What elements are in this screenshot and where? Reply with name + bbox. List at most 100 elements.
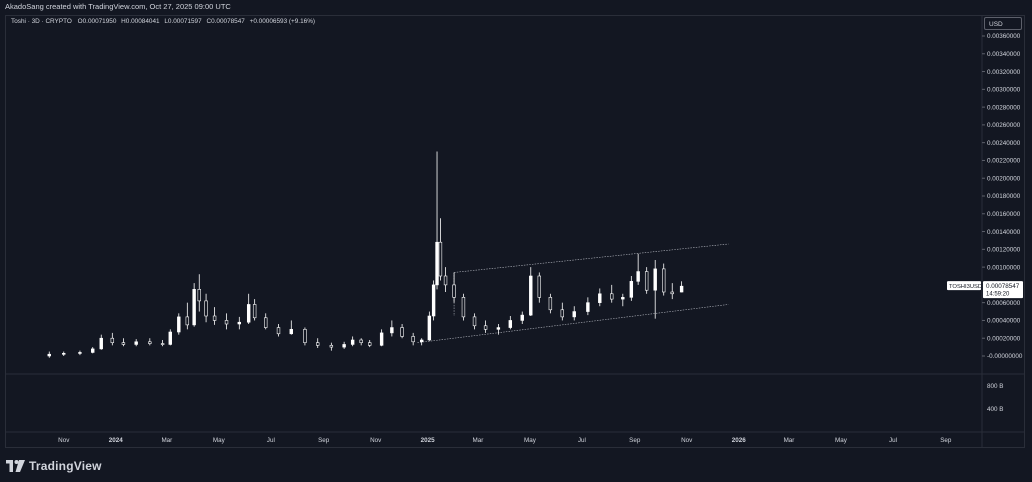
channel-lower-line [417,304,729,343]
price-tag [983,281,1023,299]
candle-body [679,285,684,293]
legend-low: 0.00071597 [167,18,202,25]
time-tick-label: 2025 [421,437,436,444]
candle-body [560,309,565,318]
price-tick-label: 0.00160000 [987,211,1021,218]
candle-body [461,297,466,318]
candle-body [359,339,363,343]
candle-body [192,289,196,326]
currency-button[interactable]: USD [984,17,1022,30]
legend-close: 0.00078547 [211,18,245,25]
candle-body [160,343,165,345]
price-tick-label: 0.00100000 [987,264,1021,271]
legend-high-label: H [121,18,126,25]
price-tick-label: 0.00220000 [987,158,1021,165]
price-tick-label: 0.00120000 [987,247,1021,254]
price-tick-label: 0.00060000 [987,300,1021,307]
candle-body [168,331,172,345]
candle-body [644,271,649,291]
candle-body [508,320,513,328]
chart-frame[interactable] [5,15,1025,448]
time-tick-label: Nov [370,437,382,444]
candle-body [443,275,448,286]
candle-body [350,339,355,345]
candle-body [121,342,126,345]
time-tick-label: Jul [267,437,275,444]
symbol-tag [947,281,981,291]
candle-body [537,275,541,298]
candle-body [148,341,152,344]
legend-high: 0.00084041 [125,18,160,25]
candle-body [400,327,404,337]
candle-body [435,241,439,286]
candle-body [204,300,208,317]
candle-body [367,342,372,346]
candle-body [91,348,95,353]
candle-body [252,304,257,319]
price-tick-label: 0.00280000 [987,104,1021,111]
candle-body [329,345,334,348]
candle-body [411,336,415,343]
candle-body [110,337,115,343]
candle-body [212,315,217,321]
candle-body [134,341,138,345]
candle-body [427,315,432,341]
volume-tick-label: 400 B [987,406,1003,413]
candle-body [47,353,51,357]
time-tick-label: May [835,437,848,444]
time-tick-label: Jul [889,437,897,444]
time-tick-label: Nov [681,437,693,444]
price-tick-label: 0.00020000 [987,335,1021,342]
footer-brand[interactable]: TradingView [6,457,102,475]
candle-body [419,339,424,343]
candle-body [586,302,590,312]
candle-body [379,332,384,346]
candle-body [621,297,625,300]
candle-body [246,304,251,323]
symbol-tag-label: TOSHI3USD [949,284,982,290]
channel-upper-line [454,243,729,273]
price-tick-label: 0.00240000 [987,140,1021,147]
time-tick-label: Jul [578,437,586,444]
candle-body [662,268,666,293]
candle-body [496,327,501,330]
brand-name: TradingView [29,459,102,473]
time-tick-label: Mar [473,437,484,444]
candle-body [629,281,634,298]
candle-body [99,337,103,350]
candle-body [610,293,614,300]
time-tick-label: Nov [58,437,70,444]
candle-body [483,325,488,330]
time-tick-label: Mar [161,437,172,444]
candle-body [636,271,640,282]
candle-body [62,353,66,355]
price-tick-label: 0.00300000 [987,87,1021,94]
ohlc-legend: Toshi · 3D · CRYPTO O0.00071950 H0.00084… [11,18,315,25]
legend-open: 0.00071950 [82,18,117,25]
candle-body [303,329,307,343]
tradingview-logo-icon [6,460,25,472]
candle-body [438,241,443,277]
price-tag-countdown: 14:59:20 [986,292,1010,298]
price-tick-label: 0.00360000 [987,33,1021,40]
candle-body [529,275,533,316]
candle-body [472,316,477,327]
price-tick-label: 0.00140000 [987,229,1021,236]
candle-body [452,284,456,298]
candle-body [670,291,674,295]
time-tick-label: Sep [940,437,952,444]
legend-open-label: O [77,18,83,25]
time-tick-label: 2026 [732,437,747,444]
candle-body [520,314,524,321]
time-tick-label: 2024 [109,437,124,444]
legend-close-label: C [206,18,212,25]
candle-body [197,289,201,302]
price-tag-value: 0.00078547 [986,283,1020,290]
attribution-bar: AkadoSang created with TradingView.com, … [0,0,1032,14]
candle-body [342,344,346,348]
price-tick-label: 0.00040000 [987,318,1021,325]
candle-body [316,342,320,346]
price-tick-label: 0.00320000 [987,69,1021,76]
candle-body [78,352,82,354]
